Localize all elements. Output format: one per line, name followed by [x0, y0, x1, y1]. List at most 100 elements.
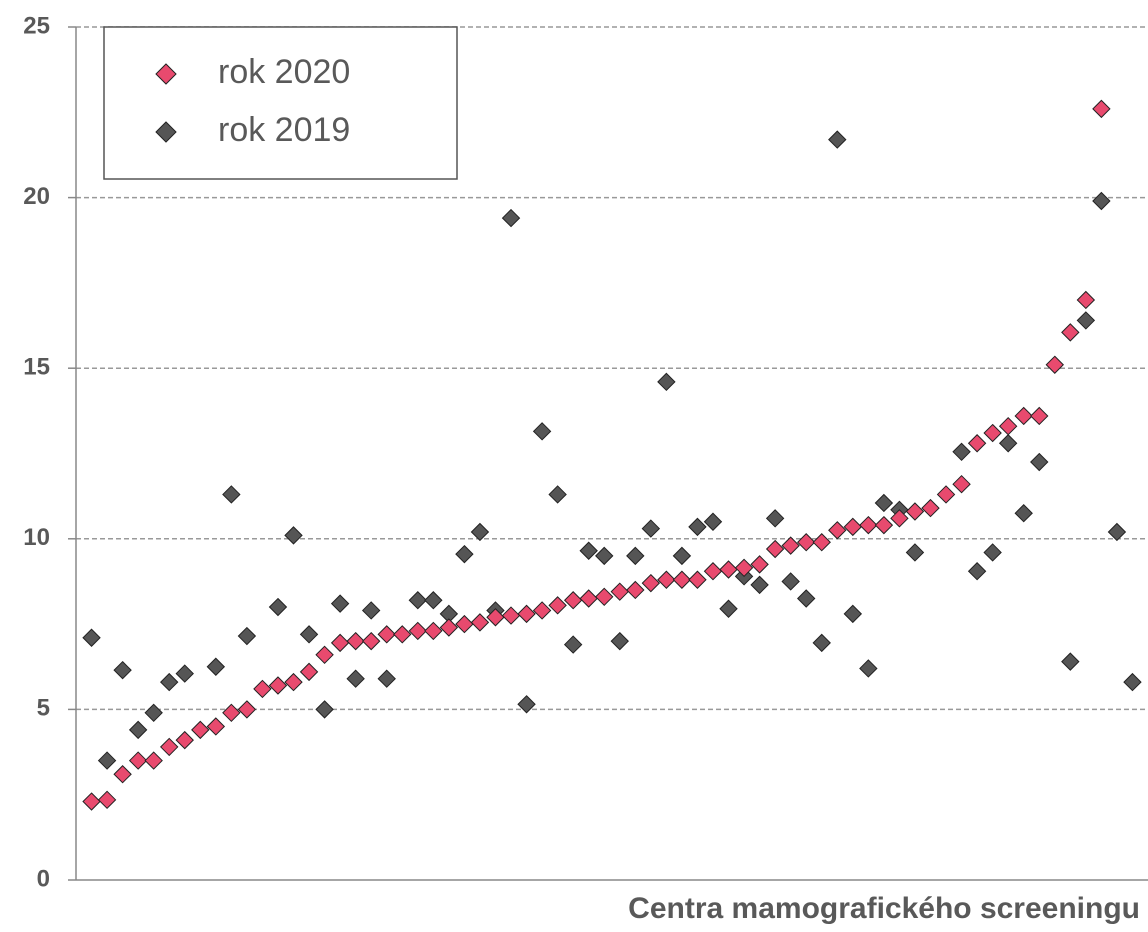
marker — [936, 485, 956, 504]
marker — [1014, 504, 1033, 523]
marker — [128, 751, 148, 770]
marker — [796, 589, 816, 608]
marker — [455, 614, 474, 634]
marker — [548, 485, 567, 504]
marker — [952, 475, 971, 494]
marker — [299, 662, 319, 682]
marker — [595, 587, 614, 607]
marker — [470, 613, 490, 632]
legend-marker — [155, 121, 177, 143]
marker — [128, 720, 148, 740]
marker — [408, 621, 428, 641]
marker — [563, 635, 583, 654]
marker — [921, 498, 940, 518]
marker — [299, 625, 319, 644]
marker — [859, 659, 878, 678]
marker — [470, 522, 490, 542]
marker — [517, 695, 536, 714]
marker — [501, 606, 521, 625]
marker — [672, 570, 692, 589]
marker — [144, 703, 163, 723]
marker — [206, 717, 226, 736]
marker — [1061, 323, 1080, 342]
marker — [206, 657, 226, 676]
marker — [284, 526, 303, 545]
marker — [703, 512, 723, 531]
marker — [828, 521, 847, 540]
marker — [688, 517, 707, 537]
marker — [812, 533, 831, 552]
marker — [237, 626, 257, 646]
marker — [781, 572, 800, 591]
marker — [719, 599, 738, 618]
marker — [703, 562, 723, 581]
marker — [408, 591, 428, 610]
marker — [905, 502, 925, 521]
marker — [874, 515, 894, 535]
marker — [983, 543, 1002, 562]
y-tick-label: 20 — [23, 183, 50, 210]
marker — [765, 509, 785, 528]
marker — [439, 618, 459, 637]
marker — [1045, 355, 1064, 374]
marker — [144, 751, 163, 770]
y-tick-label: 0 — [37, 865, 50, 892]
marker — [1030, 452, 1049, 472]
marker — [657, 372, 676, 392]
marker — [361, 631, 381, 651]
marker — [641, 519, 661, 538]
marker — [998, 416, 1018, 436]
marker — [967, 562, 987, 581]
marker — [905, 543, 925, 562]
marker — [1076, 290, 1096, 310]
marker — [796, 533, 816, 552]
legend-label: rok 2019 — [218, 111, 350, 149]
marker — [330, 633, 350, 653]
y-tick-label: 10 — [23, 524, 50, 551]
marker — [268, 597, 288, 617]
marker — [828, 130, 847, 149]
marker — [253, 679, 272, 699]
marker — [1014, 406, 1033, 426]
marker — [641, 573, 661, 593]
marker — [361, 601, 381, 620]
marker — [424, 621, 443, 641]
marker — [750, 575, 769, 595]
marker — [486, 608, 505, 627]
marker — [1076, 311, 1096, 330]
marker — [82, 792, 101, 811]
marker — [998, 434, 1018, 453]
marker — [672, 546, 692, 566]
marker — [548, 596, 567, 615]
x-axis-label: Centra mamografického screeningu — [628, 892, 1140, 925]
marker — [595, 546, 614, 566]
marker — [610, 582, 629, 601]
marker — [532, 422, 552, 441]
marker — [237, 700, 257, 719]
marker — [781, 536, 800, 555]
marker — [1061, 652, 1080, 671]
marker — [113, 660, 132, 680]
marker — [843, 604, 863, 624]
marker — [765, 539, 785, 559]
marker — [1092, 99, 1111, 119]
marker — [160, 672, 179, 692]
y-tick-label: 15 — [23, 354, 50, 381]
marker — [113, 765, 132, 784]
marker — [719, 560, 738, 579]
marker — [874, 493, 894, 513]
marker — [859, 515, 878, 535]
marker — [377, 625, 396, 644]
marker — [657, 570, 676, 589]
marker — [626, 546, 645, 566]
marker — [315, 645, 334, 665]
marker — [1123, 672, 1142, 692]
marker — [1092, 191, 1111, 211]
marker — [175, 664, 194, 683]
marker — [1107, 522, 1127, 542]
marker — [315, 700, 334, 719]
marker — [952, 442, 971, 462]
marker — [222, 703, 241, 723]
marker — [268, 676, 288, 695]
